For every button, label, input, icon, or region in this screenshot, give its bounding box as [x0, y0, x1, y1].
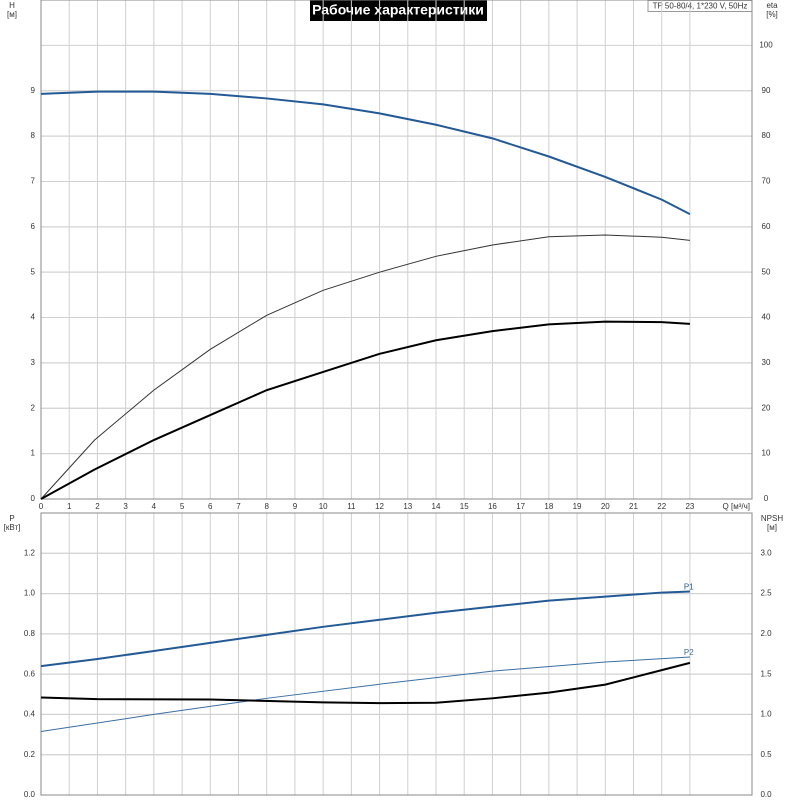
y-tick-label: 5: [31, 267, 36, 276]
y2-tick-label: 90: [762, 86, 771, 95]
x-tick-label: 10: [319, 502, 328, 511]
series-line: [40, 661, 691, 705]
series-label: P2: [684, 648, 694, 657]
y-tick-label: 7: [31, 177, 36, 186]
x-tick-label: 17: [516, 502, 525, 511]
y2-tick-label: 3.0: [760, 548, 772, 557]
y-axis-label: P: [9, 514, 14, 523]
x-tick-label: 11: [347, 502, 356, 511]
y2-axis-unit: [м]: [767, 523, 777, 532]
title-box: [310, 0, 487, 21]
x-tick-label: 8: [264, 502, 269, 511]
y2-tick-label: 2.5: [760, 589, 772, 598]
y-tick-label: 3: [31, 358, 36, 367]
x-tick-label: 23: [685, 502, 694, 511]
x-tick-label: 21: [629, 502, 638, 511]
y2-tick-label: 100: [759, 40, 773, 49]
model-label: TP 50-80/4, 1*230 V, 50Hz: [653, 2, 748, 11]
x-tick-label: 15: [460, 502, 469, 511]
series-line: [40, 656, 690, 733]
y2-tick-label: 10: [762, 449, 771, 458]
x-tick-label: 5: [180, 502, 185, 511]
x-tick-label: 18: [544, 502, 553, 511]
x-tick-label: 9: [293, 502, 298, 511]
x-tick-label: 1: [67, 502, 72, 511]
x-tick-label: 7: [236, 502, 241, 511]
series-label: P1: [684, 583, 694, 592]
y-axis-unit: [кВт]: [4, 523, 21, 532]
x-tick-label: 13: [403, 502, 412, 511]
series-line: [40, 234, 690, 500]
x-tick-label: 2: [95, 502, 100, 511]
y2-tick-label: 20: [762, 403, 771, 412]
y2-tick-label: 1.5: [760, 669, 772, 678]
y2-tick-label: 0: [764, 494, 769, 503]
series-line: [40, 320, 690, 500]
x-tick-label: 22: [657, 502, 666, 511]
y2-tick-label: 80: [762, 131, 771, 140]
y2-tick-label: 40: [762, 313, 771, 322]
y-tick-label: 8: [31, 131, 36, 140]
y2-tick-label: 0.0: [760, 790, 772, 799]
y-tick-label: 2: [31, 403, 36, 412]
y-tick-label: 1.2: [24, 548, 36, 557]
y-tick-label: 9: [31, 86, 36, 95]
plot-frame: [40, 512, 753, 796]
y2-tick-label: 70: [762, 177, 771, 186]
x-tick-label: 6: [208, 502, 213, 511]
x-tick-label: 4: [152, 502, 157, 511]
x-axis-label: Q [м³/ч]: [723, 502, 750, 511]
y2-tick-label: 0.5: [760, 750, 772, 759]
y-axis-unit: [м]: [7, 10, 17, 19]
y-tick-label: 6: [31, 222, 36, 231]
y-tick-label: 1: [31, 449, 36, 458]
y-tick-label: 0: [31, 494, 36, 503]
y-tick-label: 0.8: [24, 629, 36, 638]
x-tick-label: 20: [601, 502, 610, 511]
y2-tick-label: 60: [762, 222, 771, 231]
x-tick-label: 19: [573, 502, 582, 511]
y2-tick-label: 2.0: [760, 629, 772, 638]
x-tick-label: 12: [375, 502, 384, 511]
y2-axis-label: eta: [766, 1, 778, 10]
chart-title: Рабочие характеристики: [312, 2, 484, 18]
y-tick-label: 0.2: [24, 750, 36, 759]
y2-tick-label: 30: [762, 358, 771, 367]
y-tick-label: 0.6: [24, 669, 36, 678]
y2-tick-label: 1.0: [760, 710, 772, 719]
x-tick-label: 3: [123, 502, 128, 511]
y2-axis-unit: [%]: [766, 10, 778, 19]
y2-axis-label: NPSH: [761, 514, 783, 523]
series-line: [40, 90, 691, 216]
y-tick-label: 4: [31, 313, 36, 322]
series-line: [40, 590, 690, 668]
y-axis-label: H: [9, 1, 15, 10]
x-tick-label: 16: [488, 502, 497, 511]
plot-frame: [40, 0, 753, 500]
x-tick-label: 14: [432, 502, 441, 511]
y-tick-label: 1.0: [24, 589, 36, 598]
x-tick-label: 0: [39, 502, 44, 511]
y-tick-label: 0.0: [24, 790, 36, 799]
y-tick-label: 0.4: [24, 710, 36, 719]
y2-tick-label: 50: [762, 267, 771, 276]
